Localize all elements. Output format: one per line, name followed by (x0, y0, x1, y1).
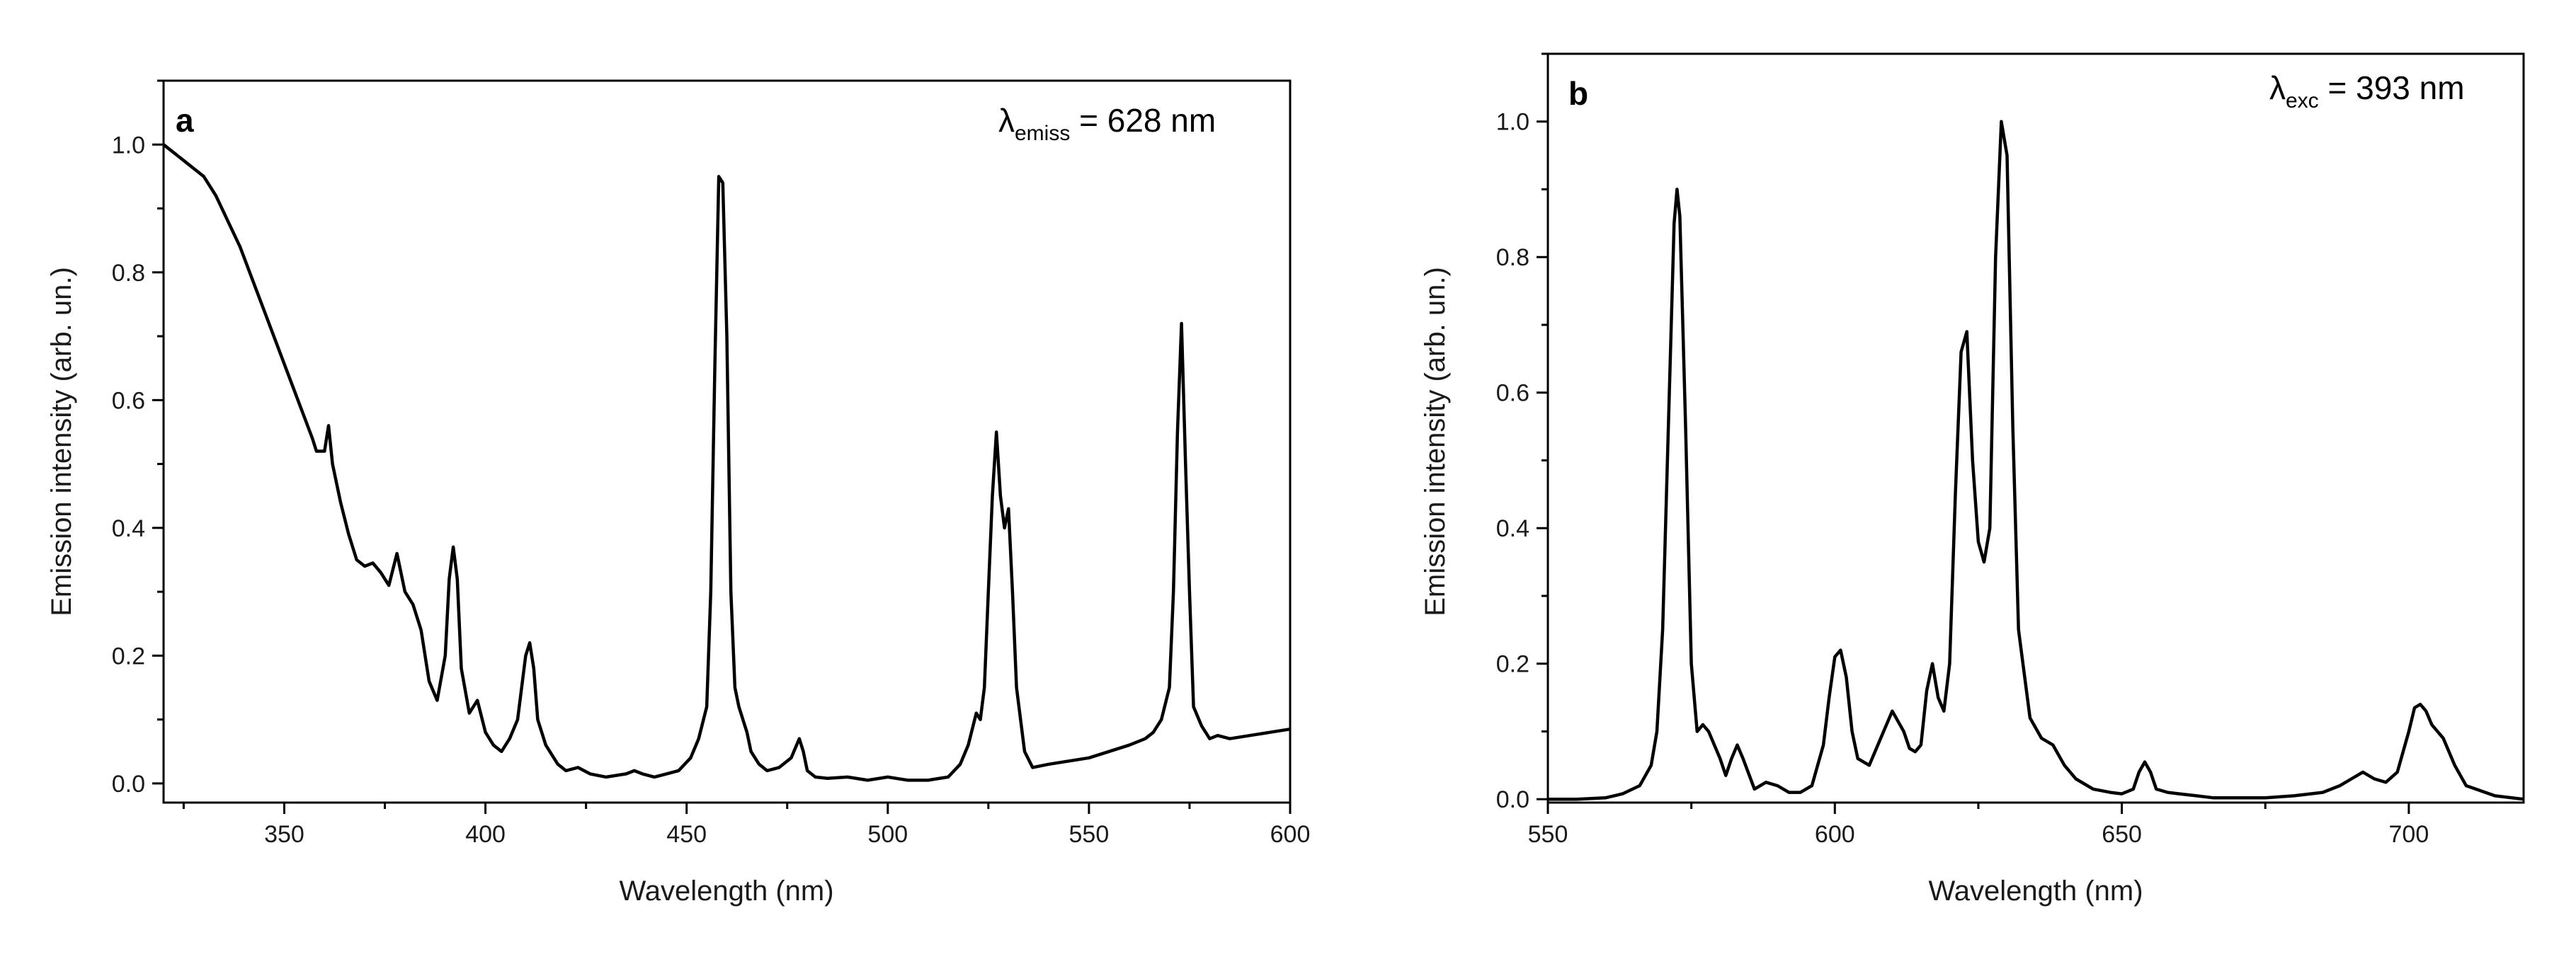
a-y-tick-label: 0.2 (112, 643, 145, 670)
a-y-tick-label: 0.4 (112, 515, 145, 542)
b-y-tick-label: 0.6 (1496, 380, 1529, 407)
panel-a-y-axis-title: Emission intensity (arb. un.) (46, 267, 77, 616)
panel-b-annotation-text: = 393 nm (2319, 69, 2465, 106)
b-x-tick-label: 700 (2389, 821, 2429, 848)
b-x-tick-label: 650 (2102, 821, 2142, 848)
panel-b-plot-frame (1546, 52, 2525, 804)
a-x-tick-label: 450 (666, 821, 707, 848)
panel-b-annotation: λexc = 393 nm (2269, 69, 2465, 113)
panel-b-y-ticks: 0.0 0.2 0.4 0.6 0.8 1.0 (1496, 52, 1548, 813)
panel-a-label: a (176, 102, 194, 139)
b-y-tick-label: 0.0 (1496, 786, 1529, 813)
panel-b-spectrum-line (1548, 120, 2524, 801)
b-y-tick-label: 0.4 (1496, 515, 1529, 542)
panel-a-annotation-sub: emiss (1015, 122, 1070, 145)
panel-b-x-ticks: 550 600 650 700 (1528, 803, 2429, 848)
panel-a-x-ticks: 350 400 450 500 550 600 (182, 803, 1311, 848)
b-y-tick-label: 0.2 (1496, 651, 1529, 678)
panel-a: 350 400 450 500 550 600 0.00.20.40.60.81.0 a … (46, 79, 1311, 907)
panel-b-annotation-symbol: λ (2269, 69, 2286, 106)
a-x-tick-label: 400 (465, 821, 506, 848)
panel-b-label: b (1568, 75, 1588, 112)
panel-a-x-axis-title: Wavelength (nm) (619, 875, 833, 907)
panel-a-annotation-symbol: λ (998, 102, 1015, 139)
a-y-tick-label: 1.0 (112, 132, 145, 159)
a-y-tick-label: 0.0 (112, 771, 145, 798)
a-y-tick-label: 0.6 (112, 387, 145, 414)
panel-a-annotation: λemiss = 628 nm (998, 102, 1216, 145)
panel-b-x-axis-title: Wavelength (nm) (1928, 875, 2143, 907)
b-x-tick-label: 550 (1528, 821, 1568, 848)
b-y-tick-label: 1.0 (1496, 109, 1529, 136)
a-x-tick-label: 550 (1069, 821, 1110, 848)
panel-b: 550 600 650 700 0.0 0.2 0.4 0.6 0.8 1.0 b λexc =… (1420, 52, 2525, 907)
panel-b-annotation-sub: exc (2286, 89, 2319, 113)
a-y-tick-label: 0.8 (112, 260, 145, 287)
b-y-tick-label: 0.8 (1496, 244, 1529, 271)
b-x-tick-label: 600 (1815, 821, 1855, 848)
a-x-tick-label: 350 (264, 821, 304, 848)
a-x-tick-label: 500 (867, 821, 908, 848)
panel-b-y-axis-title: Emission intensity (arb. un.) (1420, 267, 1451, 616)
panel-a-y-ticks: 0.0 0.2 0.4 0.6 0.8 1.0 (112, 79, 164, 798)
a-x-tick-label: 600 (1270, 821, 1311, 848)
panel-a-spectrum-line (162, 143, 1291, 782)
panel-a-plot-frame (162, 79, 1292, 804)
panel-a-annotation-text: = 628 nm (1070, 102, 1216, 139)
